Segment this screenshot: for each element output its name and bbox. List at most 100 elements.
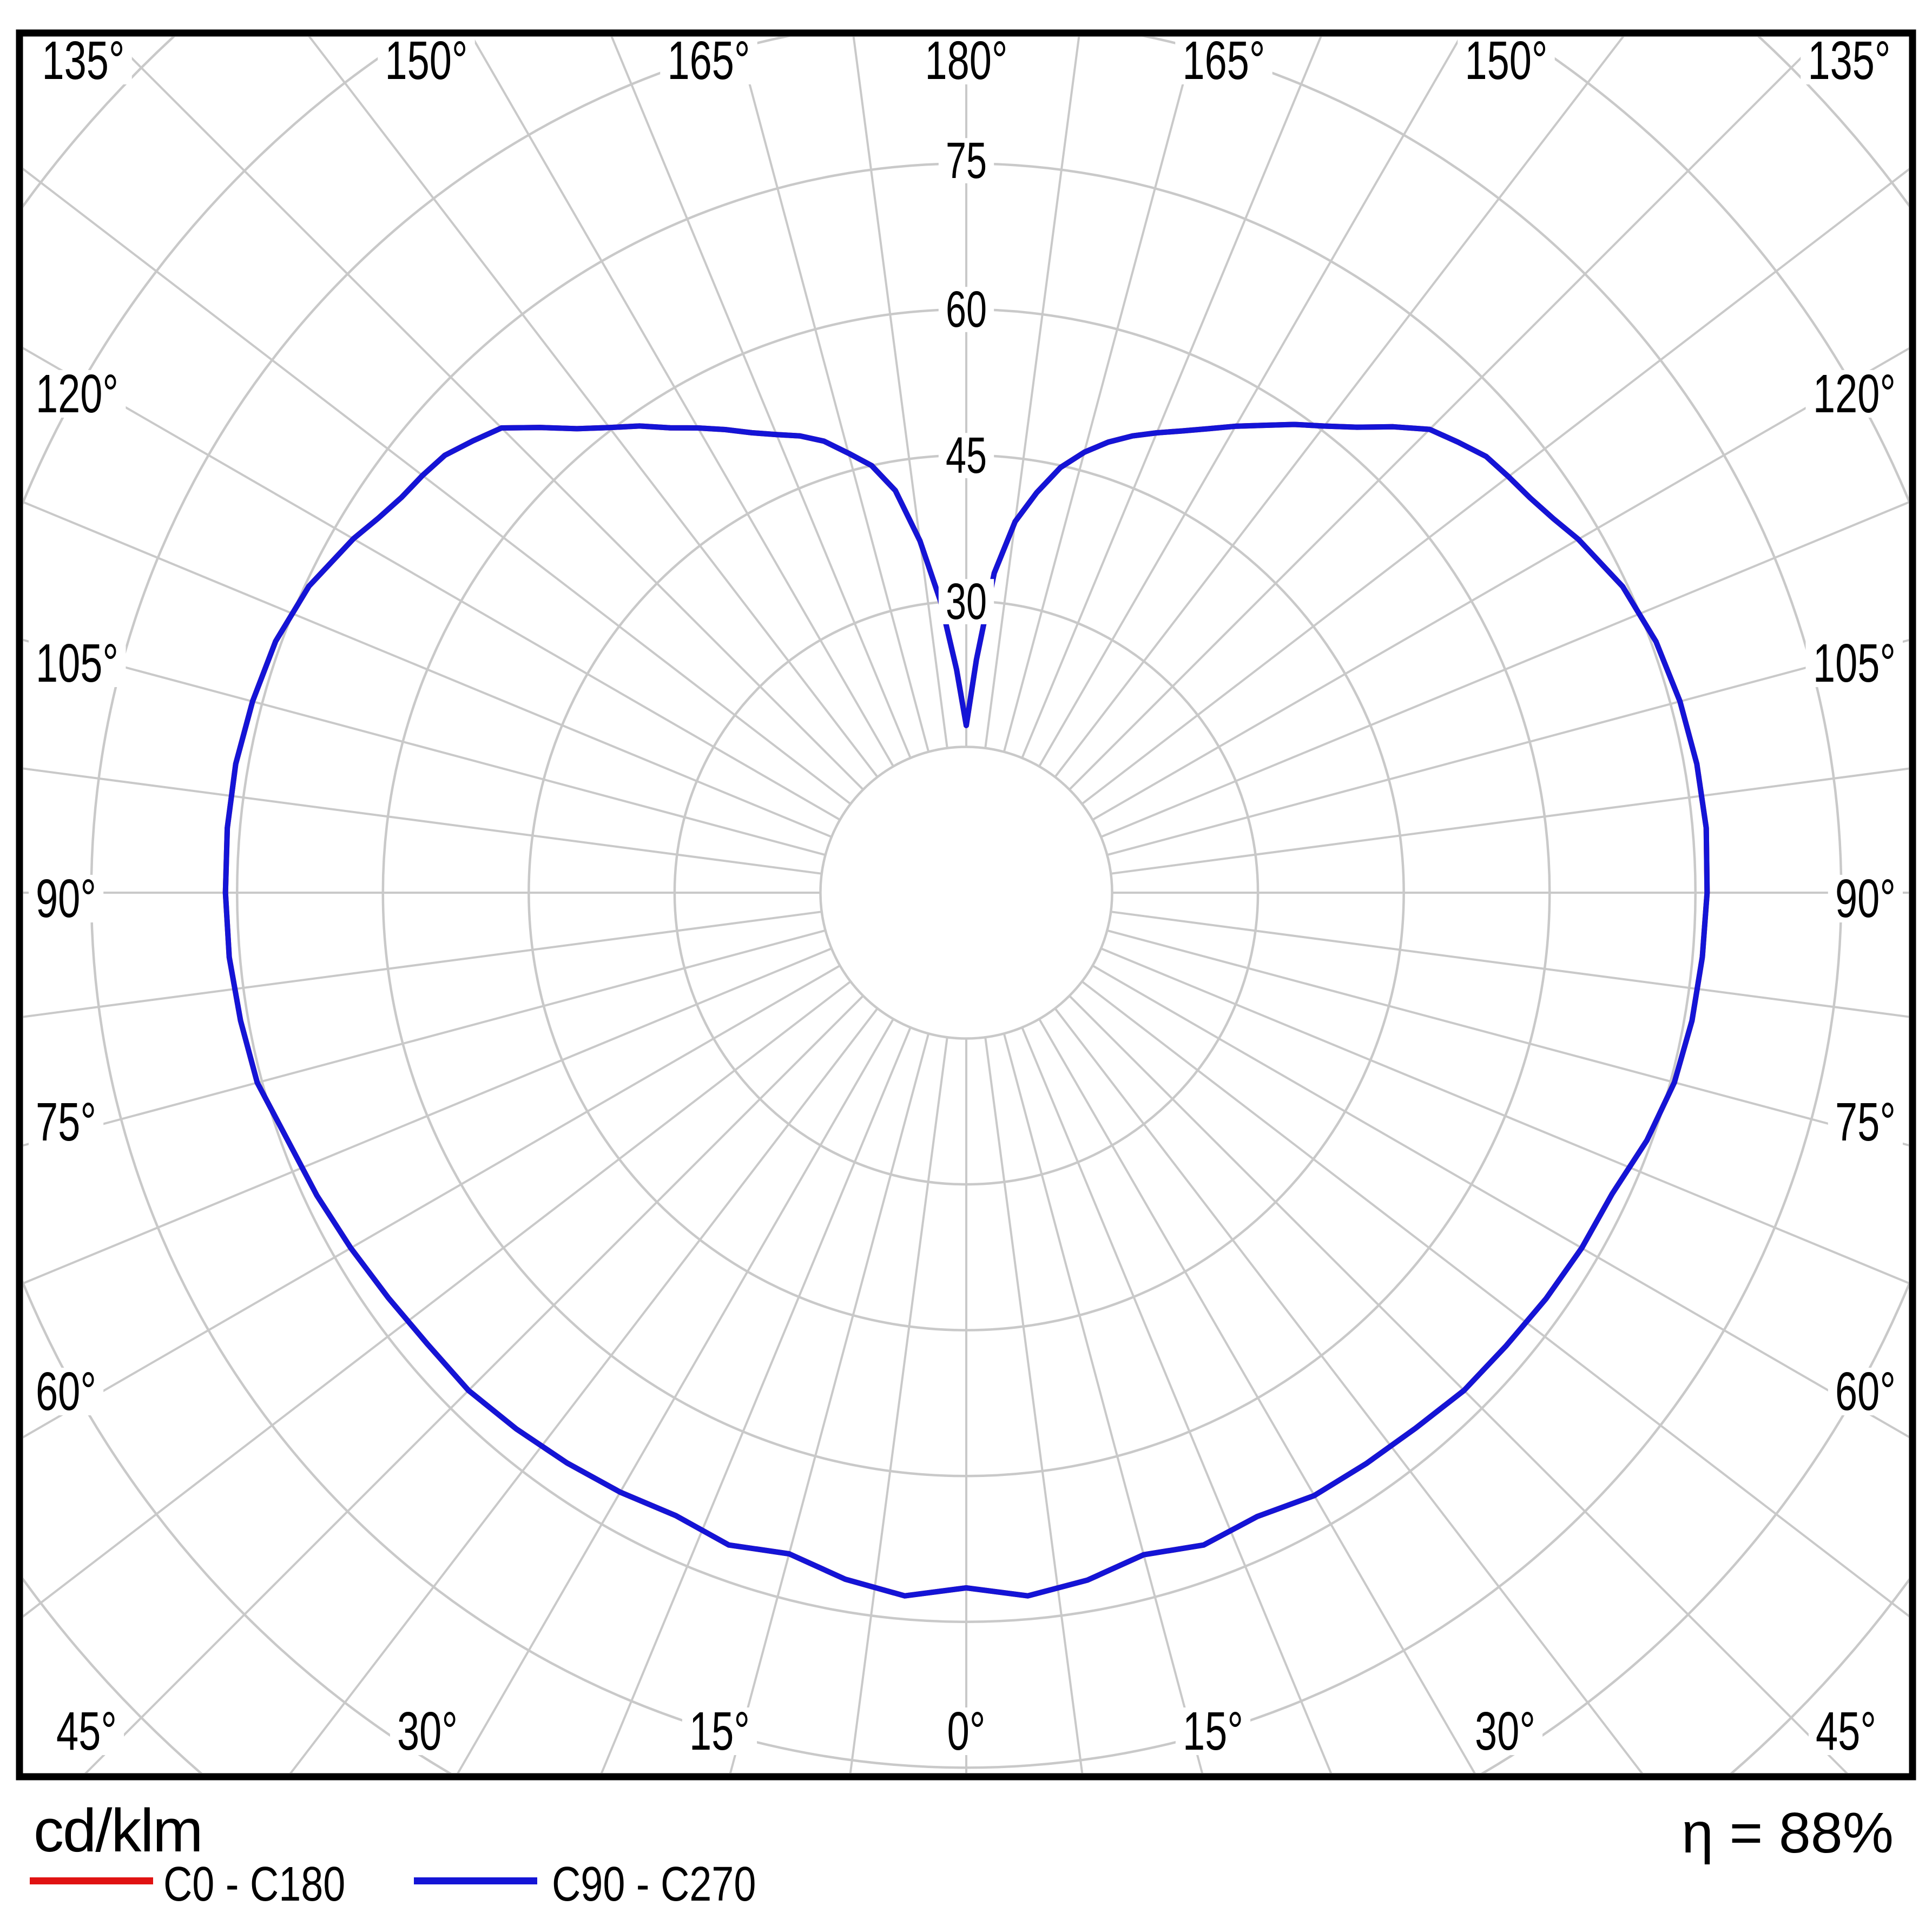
grid-spoke (1021, 37, 1322, 759)
radial-tick-label: 60 (946, 281, 987, 338)
angle-label-bottom: 30° (397, 1701, 458, 1762)
grid-spoke (1069, 995, 1848, 1773)
angle-label-bottom-bg (390, 1707, 465, 1755)
angle-label-right: 75° (1835, 1092, 1896, 1152)
grid-spoke (308, 37, 879, 778)
angle-label-bottom-bg (940, 1707, 993, 1755)
angle-label-bottom: 45° (56, 1701, 117, 1762)
grid-spoke (984, 37, 1080, 749)
angle-label-top: 135° (42, 30, 125, 91)
angle-label-left-bg (29, 1098, 104, 1146)
angle-label-top: 150° (1465, 30, 1548, 91)
angle-label-bottom: 30° (1475, 1701, 1535, 1762)
grid-spoke (289, 1007, 879, 1773)
radial-tick-label-bg (938, 579, 994, 624)
angle-label-left: 90° (36, 868, 96, 929)
grid-spoke (1054, 37, 1625, 778)
angle-label-top: 150° (385, 30, 468, 91)
grid-spoke (23, 347, 841, 821)
grid-spoke (23, 638, 826, 856)
angle-label-left-bg (29, 1368, 104, 1415)
angle-label-top: 165° (1183, 30, 1265, 91)
angle-label-right-bg (1805, 370, 1903, 418)
angle-label-right-bg (1828, 1368, 1903, 1415)
angle-label-top-bg (660, 37, 757, 84)
grid-spoke (1081, 168, 1909, 805)
angle-label-left-bg (29, 639, 126, 687)
grid-spoke (1081, 980, 1909, 1618)
grid-spoke (1021, 1027, 1333, 1773)
angle-label-bottom-bg (682, 1707, 757, 1755)
axis-labels: 135° 150° 165° 180° 165° 150° 135° 45° 30° 15° 0° 1… (29, 30, 1903, 1762)
unit-label: cd/klm (34, 1797, 203, 1864)
grid-spoke (736, 37, 930, 753)
grid-spoke (23, 980, 852, 1618)
angle-label-right: 105° (1813, 633, 1896, 694)
angle-label-right-bg (1805, 639, 1903, 687)
grid-spoke (1100, 947, 1909, 1284)
radial-tick-label-bg (938, 138, 994, 183)
radial-tick-label-bg (938, 287, 994, 332)
grid-spoke (84, 995, 864, 1773)
grid-spoke (1110, 767, 1909, 875)
grid-spoke (23, 500, 832, 838)
angle-label-left: 75° (36, 1092, 96, 1152)
curves (222, 421, 1710, 1599)
angle-label-right-bg (1828, 875, 1903, 922)
angle-label-bottom-bg (49, 1707, 124, 1755)
angle-label-bottom: 0° (947, 1701, 986, 1762)
angle-label-right: 60° (1835, 1361, 1896, 1422)
grid-spoke (23, 168, 852, 805)
grid-spoke (1100, 501, 1909, 838)
radial-tick-label: 45 (946, 427, 987, 484)
angle-label-top: 180° (925, 30, 1008, 91)
angle-label-top-bg (1801, 37, 1898, 84)
grid-spoke (1038, 1018, 1476, 1773)
angle-label-right-bg (1828, 1098, 1903, 1146)
angle-label-top-bg (1175, 37, 1272, 84)
grid-spoke (849, 1037, 948, 1773)
grid-spoke (23, 767, 822, 875)
angle-label-bottom-bg (1467, 1707, 1543, 1755)
angle-label-bottom-bg (1808, 1707, 1884, 1755)
legend-label-c90-c270: C90 - C270 (552, 1857, 756, 1911)
grid-spoke (1069, 37, 1824, 790)
angle-label-top-bg (918, 37, 1015, 84)
grid-spoke (600, 1027, 912, 1773)
grid-spoke (1092, 347, 1909, 821)
angle-label-top-bg (35, 37, 132, 84)
grid-spoke (1038, 37, 1462, 767)
angle-label-bottom: 15° (689, 1701, 750, 1762)
legend-line-c0-c180 (30, 1877, 153, 1884)
angle-label-left-bg (29, 370, 126, 418)
grid-spoke (471, 37, 894, 767)
angle-label-right: 120° (1813, 364, 1896, 424)
angle-label-top-bg (378, 37, 475, 84)
grid-spoke (984, 1037, 1084, 1773)
grid-spoke (457, 1018, 894, 1773)
grid-spoke (1003, 37, 1197, 753)
grid-spoke (729, 1033, 930, 1773)
grid-spoke (1092, 965, 1909, 1439)
grid-spoke (1106, 639, 1909, 856)
angle-label-left: 120° (36, 364, 118, 424)
radial-tick-label: 30 (946, 573, 987, 630)
legend-line-c90-c270 (414, 1877, 537, 1884)
grid-spoke (23, 947, 832, 1285)
angle-label-top: 135° (1808, 30, 1891, 91)
efficiency-label: η = 88% (1682, 1801, 1894, 1865)
angle-label-right: 90° (1835, 868, 1896, 929)
angle-label-bottom-bg (1175, 1707, 1251, 1755)
angle-label-top: 165° (668, 30, 750, 91)
curve-c90-c270 (222, 421, 1710, 1599)
angle-label-bottom: 15° (1183, 1701, 1243, 1762)
radial-tick-label: 75 (946, 132, 987, 189)
angle-label-top-bg (1458, 37, 1555, 84)
grid-spoke (1054, 1007, 1643, 1773)
radial-tick-label-bg (938, 433, 994, 478)
angle-label-left: 105° (36, 633, 118, 694)
grid-spoke (610, 37, 912, 759)
grid-spoke (109, 37, 864, 790)
